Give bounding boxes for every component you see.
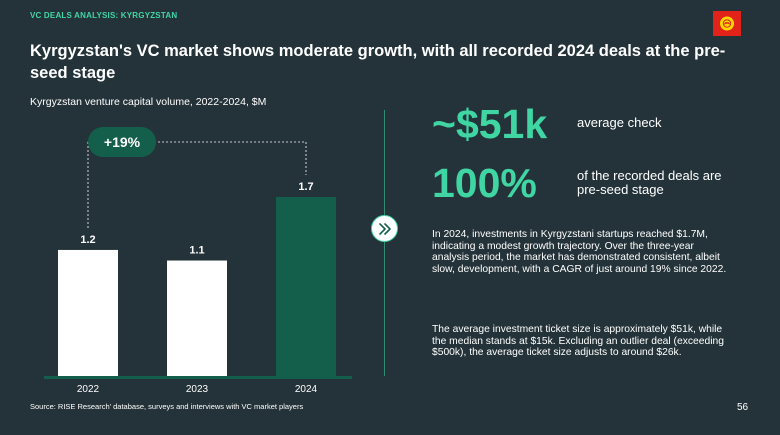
page-title: Kyrgyzstan's VC market shows moderate gr…	[30, 42, 726, 82]
x-axis-line	[44, 376, 352, 379]
bar-2023	[167, 260, 227, 377]
stat-average-check-value: ~$51k	[432, 101, 548, 147]
value-label-2024: 1.7	[298, 181, 313, 193]
x-tick-2022: 2022	[77, 384, 100, 395]
chart-title: Kyrgyzstan venture capital volume, 2022-…	[30, 96, 267, 108]
growth-bracket	[87, 141, 307, 228]
page-number: 56	[737, 402, 749, 413]
x-tick-2023: 2023	[186, 384, 209, 395]
bar-2024	[276, 197, 336, 377]
section-kicker: VC DEALS ANALYSIS: KYRGYZSTAN	[30, 11, 178, 20]
bar-chart: 1.2 2022 1.1 2023 1.7 2024 +19%	[44, 127, 352, 395]
growth-label: +19%	[104, 134, 141, 150]
growth-pill	[88, 127, 156, 157]
stat-average-check-label: average check	[577, 115, 662, 130]
next-arrow-button[interactable]	[371, 215, 398, 242]
stat-preseed-share-label: of the recorded deals are pre-seed stage	[577, 168, 722, 197]
analysis-paragraph-2: The average investment ticket size is ap…	[432, 324, 724, 359]
analysis-paragraph-1: In 2024, investments in Kyrgyzstani star…	[432, 229, 727, 275]
kyrgyzstan-flag-icon	[713, 11, 741, 36]
stat-preseed-share-value: 100%	[432, 160, 537, 206]
double-chevron-right-icon	[378, 222, 391, 235]
source-note: Source: RISE Research' database, surveys…	[30, 402, 304, 411]
value-label-2022: 1.2	[80, 234, 95, 246]
chart-divider	[384, 110, 385, 376]
bar-2022	[58, 249, 118, 377]
x-tick-2024: 2024	[295, 384, 318, 395]
value-label-2023: 1.1	[189, 245, 204, 257]
